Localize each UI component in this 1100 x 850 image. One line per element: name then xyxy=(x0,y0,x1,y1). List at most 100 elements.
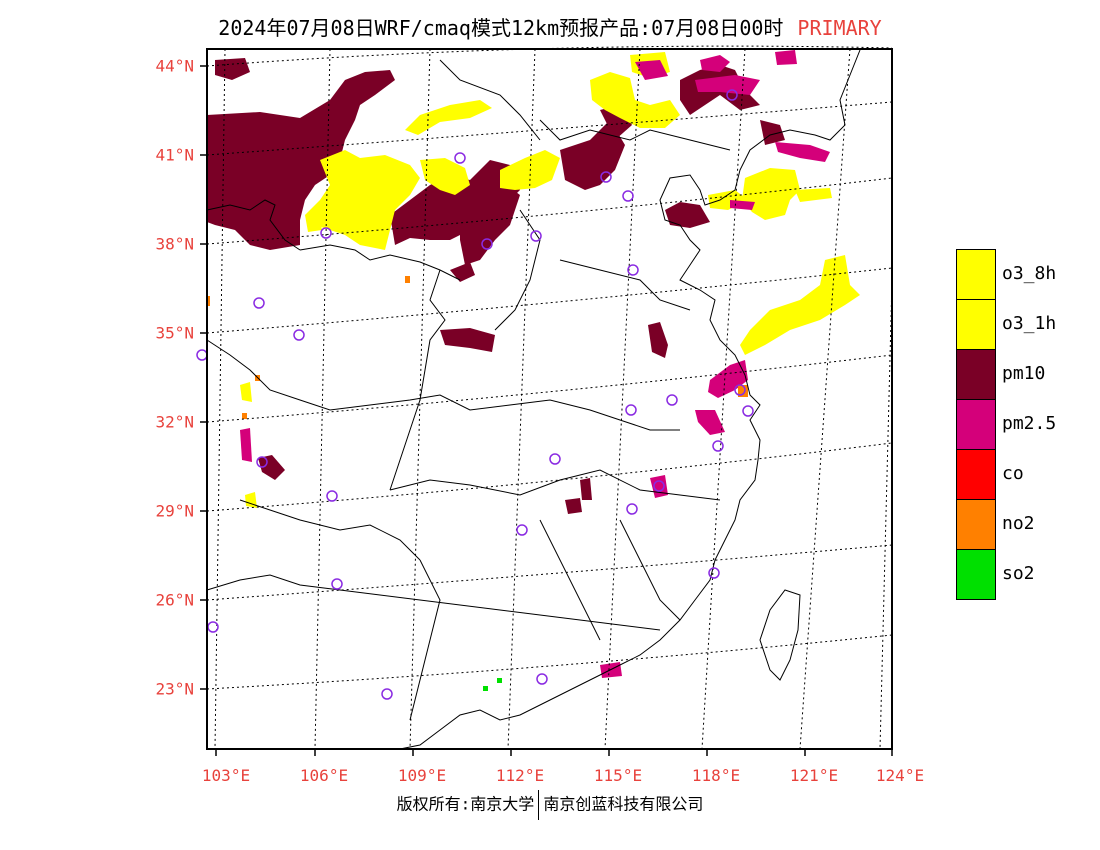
province-line xyxy=(559,259,691,311)
lon-line xyxy=(507,48,536,750)
lon-line xyxy=(701,48,746,750)
coastline xyxy=(399,49,861,750)
o3-area xyxy=(795,188,832,202)
o3-area xyxy=(742,168,800,220)
pm25-area xyxy=(708,360,748,398)
province-line xyxy=(439,59,541,141)
legend-swatch xyxy=(956,299,996,350)
pollution-layer xyxy=(207,50,860,691)
lat-label: 26°N xyxy=(155,590,194,610)
legend-swatch xyxy=(956,399,996,450)
station-marker xyxy=(653,480,665,492)
no2-area xyxy=(207,296,210,306)
lon-line xyxy=(314,48,331,750)
station-marker xyxy=(726,89,738,101)
station-marker xyxy=(326,490,338,502)
legend-swatch xyxy=(956,249,996,300)
so2-area xyxy=(497,678,502,683)
pm10-area xyxy=(450,262,475,282)
pm10-area xyxy=(565,498,582,514)
lat-line xyxy=(206,267,893,334)
pm25-area xyxy=(775,50,797,65)
pm25-area xyxy=(635,60,668,80)
station-marker xyxy=(331,578,343,590)
lat-line xyxy=(206,354,893,423)
pm10-area xyxy=(648,322,668,358)
map-title: 2024年07月08日WRF/cmaq模式12km预报产品:07月08日00时 P… xyxy=(0,12,1100,41)
o3-area xyxy=(245,492,257,508)
so2-area xyxy=(483,686,488,691)
taiwan-outline xyxy=(759,589,801,681)
legend-label: co xyxy=(1002,463,1024,484)
pm10-area xyxy=(665,202,710,228)
station-marker xyxy=(293,329,305,341)
legend-label: so2 xyxy=(1002,563,1035,584)
station-marker xyxy=(536,673,548,685)
lat-label: 23°N xyxy=(155,679,194,699)
title-text: 2024年07月08日WRF/cmaq模式12km预报产品:07月08日00时 xyxy=(218,16,784,40)
lon-label: 121°E xyxy=(789,766,839,785)
lon-line xyxy=(799,48,851,750)
legend-label: no2 xyxy=(1002,513,1035,534)
pm10-area xyxy=(760,120,785,145)
station-marker xyxy=(626,503,638,515)
legend-label: pm2.5 xyxy=(1002,413,1057,434)
stations xyxy=(196,89,754,700)
station-marker xyxy=(600,171,612,183)
pm10-area xyxy=(390,160,520,245)
o3-area xyxy=(305,210,322,232)
station-marker xyxy=(196,349,208,361)
lon-label: 115°E xyxy=(593,766,643,785)
pm25-area xyxy=(700,55,730,72)
legend-label: o3_8h xyxy=(1002,263,1057,284)
no2-area xyxy=(738,385,748,397)
o3-area xyxy=(305,150,420,250)
lon-line xyxy=(879,279,893,750)
o3-area xyxy=(740,255,860,355)
o3-area xyxy=(405,100,492,135)
lat-label: 44°N xyxy=(155,56,194,76)
lon-line xyxy=(214,48,226,750)
no2-area xyxy=(405,276,410,283)
station-marker xyxy=(622,190,634,202)
no2-area xyxy=(242,413,247,419)
station-marker xyxy=(712,440,724,452)
station-marker xyxy=(666,394,678,406)
station-marker xyxy=(320,227,332,239)
station-marker xyxy=(481,238,493,250)
footer-divider xyxy=(538,790,540,820)
o3-area xyxy=(590,72,680,128)
lat-line xyxy=(206,177,893,245)
pm25-area xyxy=(695,410,725,435)
pm25-area xyxy=(240,428,252,462)
station-marker xyxy=(256,456,268,468)
axis-ticks xyxy=(200,65,893,756)
province-line xyxy=(539,119,731,151)
legend-swatch xyxy=(956,449,996,500)
lat-label: 35°N xyxy=(155,323,194,343)
lon-label: 109°E xyxy=(397,766,447,785)
pm25-area xyxy=(730,200,755,210)
station-marker xyxy=(516,524,528,536)
legend-swatch xyxy=(956,499,996,550)
graticule xyxy=(206,45,893,750)
pm25-area xyxy=(695,75,760,95)
legend-label: o3_1h xyxy=(1002,313,1057,334)
lat-label: 29°N xyxy=(155,501,194,521)
pm10-area xyxy=(207,70,395,250)
station-marker xyxy=(627,264,639,276)
province-line xyxy=(389,269,446,491)
province-line xyxy=(389,469,721,501)
station-marker xyxy=(742,405,754,417)
pm10-area xyxy=(440,328,495,352)
station-marker xyxy=(381,688,393,700)
station-marker xyxy=(734,384,746,396)
province-line xyxy=(539,519,601,641)
lat-label: 41°N xyxy=(155,145,194,165)
pm10-area xyxy=(580,478,592,500)
boundary-lines xyxy=(206,49,861,750)
province-line xyxy=(619,519,681,621)
legend-swatch xyxy=(956,549,996,600)
title-mode: PRIMARY xyxy=(797,16,882,40)
